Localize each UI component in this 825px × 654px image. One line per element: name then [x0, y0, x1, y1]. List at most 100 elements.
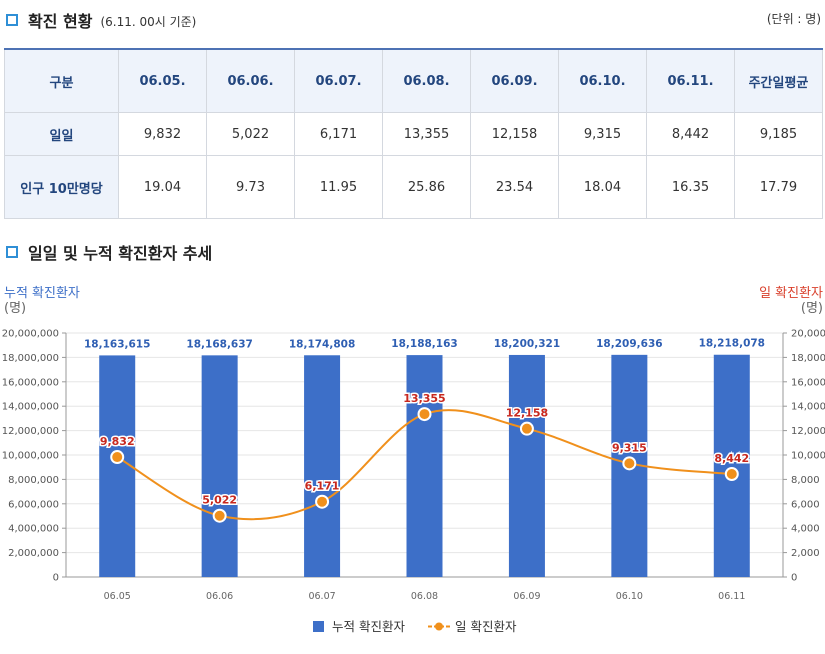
left-tick-label: 16,000,000 [2, 377, 59, 388]
x-tick-label: 06.06 [206, 591, 233, 602]
table-header-cell: 구분 [4, 48, 119, 113]
right-tick-label: 4,000 [791, 524, 820, 535]
section-trend-header: 일일 및 누적 확진환자 추세 [6, 240, 212, 264]
section-title: 일일 및 누적 확진환자 추세 [28, 244, 213, 263]
table-header-cell: 06.08. [382, 48, 471, 113]
legend-line-marker [435, 622, 443, 631]
trend-chart-svg: 누적 확진환자(명)일 확진환자(명)0 02,000,000 2,0004,000… [2, 286, 825, 634]
table-cell: 11.95 [294, 155, 383, 219]
left-tick-label: 14,000,000 [2, 402, 59, 413]
left-tick-label: 4,000,000 [8, 524, 59, 535]
left-axis-title: 누적 확진환자 [4, 286, 80, 301]
x-tick-label: 06.07 [308, 591, 335, 602]
table-row-label: 일일 [4, 112, 119, 156]
daily-point-06.10 [622, 456, 637, 471]
section-subtitle: (6.11. 00시 기준) [100, 14, 197, 29]
left-tick-label: 20,000,000 [2, 329, 59, 340]
trend-chart: 누적 확진환자 (명) 일 확진환자 (명) 0 0 2,000,000 2,000 4,000… [0, 270, 825, 650]
daily-point-06.11 [724, 467, 739, 482]
table-cell: 5,022 [206, 112, 295, 156]
table-cell: 25.86 [382, 155, 471, 219]
table-cell: 12,158 [470, 112, 559, 156]
square-bullet-icon [6, 246, 18, 258]
bar-cumulative-06.06 [201, 355, 238, 577]
daily-point-06.07 [315, 494, 330, 509]
left-tick-label: 10,000,000 [2, 451, 59, 462]
table-cell: 17.79 [734, 155, 823, 219]
table-header-cell: 06.05. [118, 48, 207, 113]
daily-data-label: 13,355 [403, 392, 445, 405]
table-cell: 9,315 [558, 112, 647, 156]
right-tick-label: 6,000 [791, 499, 820, 510]
right-tick-label: 20,000 [791, 329, 825, 340]
x-tick-label: 06.10 [616, 591, 643, 602]
legend-bar-swatch [313, 621, 324, 632]
left-tick-label: 8,000,000 [8, 475, 59, 486]
daily-point-06.05 [110, 450, 125, 465]
table-cell: 16.35 [646, 155, 735, 219]
left-tick-label: 6,000,000 [8, 499, 59, 510]
left-tick-label: 12,000,000 [2, 426, 59, 437]
daily-data-label: 12,158 [506, 407, 548, 420]
unit-label: (단위 : 명) [766, 12, 821, 26]
daily-data-label: 9,832 [100, 435, 135, 448]
table-cell: 8,442 [646, 112, 735, 156]
table-cell: 6,171 [294, 112, 383, 156]
bar-data-label: 18,218,078 [699, 338, 765, 350]
left-tick-label: 0 [53, 573, 59, 584]
bar-data-label: 18,168,637 [186, 338, 252, 350]
bar-data-label: 18,209,636 [596, 338, 662, 350]
x-tick-label: 06.08 [411, 591, 438, 602]
right-axis-title: 일 확진환자 [759, 286, 823, 301]
right-tick-label: 12,000 [791, 426, 825, 437]
confirmed-cases-table: 구분 06.05. 06.06. 06.07. 06.08. 06.09. 06… [4, 48, 823, 219]
right-tick-label: 0 [791, 573, 797, 584]
table-cell: 9,832 [118, 112, 207, 156]
table-header-cell: 06.07. [294, 48, 383, 113]
section-confirmed-status-header: 확진 현황 (6.11. 00시 기준) [6, 8, 196, 32]
table-cell: 9.73 [206, 155, 295, 219]
table-header-cell: 주간일평균 [734, 48, 823, 113]
legend-bar-label: 누적 확진환자 [332, 619, 405, 634]
bar-cumulative-06.07 [304, 355, 341, 577]
right-tick-label: 2,000 [791, 548, 820, 559]
table-row: 인구 10만명당 19.04 9.73 11.95 25.86 23.54 18… [4, 155, 823, 219]
legend-line-label: 일 확진환자 [455, 619, 517, 634]
section-title: 확진 현황 [28, 12, 93, 31]
table-row-label: 인구 10만명당 [4, 155, 119, 219]
right-tick-label: 14,000 [791, 402, 825, 413]
bar-cumulative-06.11 [713, 354, 750, 577]
daily-data-label: 9,315 [612, 441, 647, 454]
bar-data-label: 18,200,321 [494, 338, 560, 350]
right-tick-label: 18,000 [791, 353, 825, 364]
table-row: 일일 9,832 5,022 6,171 13,355 12,158 9,315… [4, 112, 823, 156]
right-axis-unit: (명) [801, 301, 823, 316]
daily-data-label: 8,442 [714, 452, 749, 465]
table-header-cell: 06.10. [558, 48, 647, 113]
left-axis-unit: (명) [4, 301, 26, 316]
right-tick-label: 10,000 [791, 451, 825, 462]
table-cell: 13,355 [382, 112, 471, 156]
daily-point-06.06 [212, 508, 227, 523]
table-cell: 19.04 [118, 155, 207, 219]
table-cell: 23.54 [470, 155, 559, 219]
left-tick-label: 18,000,000 [2, 353, 59, 364]
table-header-cell: 06.06. [206, 48, 295, 113]
x-tick-label: 06.11 [718, 591, 745, 602]
square-bullet-icon [6, 14, 18, 26]
bar-cumulative-06.09 [508, 354, 545, 577]
daily-data-label: 6,171 [305, 480, 340, 493]
right-tick-label: 16,000 [791, 377, 825, 388]
right-tick-label: 8,000 [791, 475, 820, 486]
table-header-row: 구분 06.05. 06.06. 06.07. 06.08. 06.09. 06… [4, 48, 823, 113]
table-header-cell: 06.11. [646, 48, 735, 113]
bar-data-label: 18,188,163 [391, 338, 457, 350]
daily-point-06.09 [519, 421, 534, 436]
table-cell: 9,185 [734, 112, 823, 156]
bar-data-label: 18,163,615 [84, 338, 150, 350]
x-tick-label: 06.09 [513, 591, 540, 602]
daily-data-label: 5,022 [202, 494, 237, 507]
daily-point-06.08 [417, 407, 432, 422]
left-tick-label: 2,000,000 [8, 548, 59, 559]
bar-cumulative-06.05 [99, 355, 136, 577]
